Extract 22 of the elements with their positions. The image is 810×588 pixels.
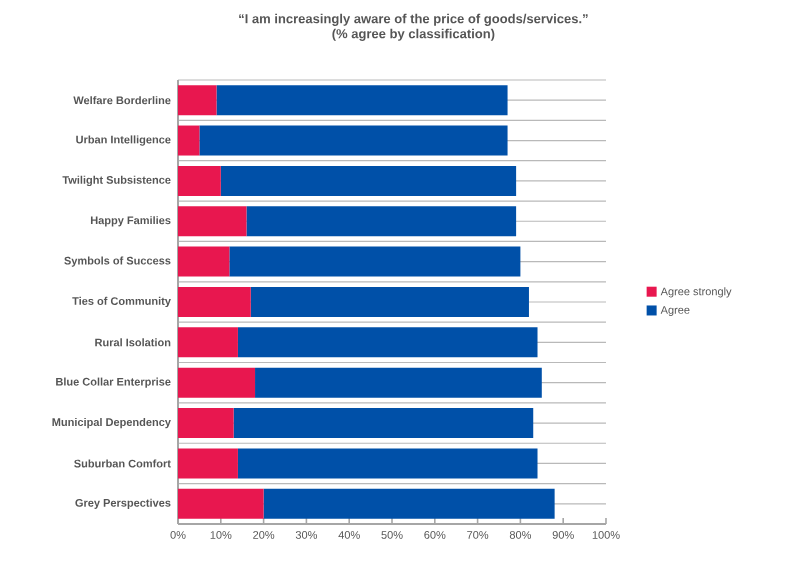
bar xyxy=(178,327,238,358)
bar xyxy=(178,286,251,317)
bar xyxy=(178,488,264,519)
bar xyxy=(178,165,221,196)
bar xyxy=(246,206,517,237)
bar xyxy=(250,286,529,317)
bar xyxy=(237,448,538,479)
bar xyxy=(237,327,538,358)
bar xyxy=(178,125,200,156)
bar xyxy=(199,125,508,156)
bar xyxy=(233,408,534,439)
bar xyxy=(216,85,508,116)
bar xyxy=(178,206,247,237)
bar xyxy=(178,85,217,116)
bar xyxy=(263,488,555,519)
bar xyxy=(178,246,230,277)
bar xyxy=(178,448,238,479)
bar xyxy=(178,367,256,398)
bar xyxy=(220,165,517,196)
bar xyxy=(255,367,542,398)
bar xyxy=(229,246,521,277)
bar xyxy=(178,408,234,439)
